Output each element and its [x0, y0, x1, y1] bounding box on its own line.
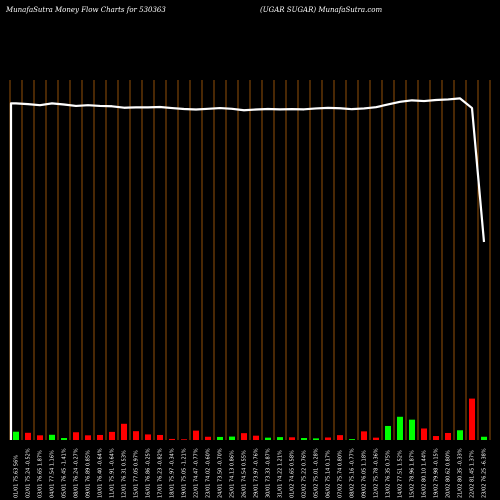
x-tick-label: 11/01 75.91 -0.64%: [110, 448, 116, 498]
x-tick-label: 19/01 75.05 -1.21%: [182, 448, 188, 498]
x-tick-label: 14/02 77.51 1.52%: [398, 450, 404, 498]
flow-bar: [241, 433, 247, 440]
flow-bar: [181, 439, 187, 440]
x-tick-label: 26/01 74.54 0.55%: [242, 450, 248, 498]
flow-bar: [457, 430, 463, 440]
x-axis-ticks: 01/01 75.63 56% 02/01 75.24 -0.52% 03/01 7…: [14, 448, 488, 498]
x-tick-label: 09/02 76.05 1.18%: [362, 450, 368, 498]
flow-bar: [37, 435, 43, 440]
flow-bar: [349, 439, 355, 440]
x-tick-label: 16/01 76.86 -0.25%: [146, 448, 152, 498]
flow-bar: [133, 431, 139, 440]
flow-bar: [421, 428, 427, 440]
price-line: [9, 97, 486, 440]
flow-bar: [265, 437, 271, 440]
bars: [13, 398, 487, 440]
flow-bar: [445, 432, 451, 440]
x-tick-label: 05/02 75.01 -0.28%: [314, 448, 320, 498]
x-tick-label: 15/01 77.05 0.97%: [134, 450, 140, 498]
flow-bar: [109, 431, 115, 440]
chart-title: MunafaSutra Money Flow Charts for 530363: [6, 6, 166, 14]
flow-bar: [25, 432, 31, 440]
x-tick-label: 03/01 76.65 1.87%: [38, 450, 44, 498]
flow-bar: [169, 438, 175, 440]
chart-subtitle: (UGAR SUGAR) MunafaSutra.com: [260, 6, 383, 14]
x-tick-label: 19/02 79.98 -0.15%: [434, 448, 440, 498]
flow-bar: [97, 434, 103, 440]
x-tick-label: 08/02 75.16 -0.77%: [350, 448, 356, 498]
x-tick-label: 25/01 74.13 0.86%: [230, 450, 236, 498]
flow-bar: [409, 419, 415, 440]
flow-bar: [289, 437, 295, 440]
flow-bar: [361, 431, 367, 440]
flow-bar: [301, 438, 307, 440]
flow-bar: [313, 438, 319, 440]
flow-bar: [61, 438, 67, 440]
x-tick-label: 12/01 76.31 0.53%: [122, 450, 128, 498]
x-tick-label: 15/02 78.96 1.87%: [410, 450, 416, 498]
x-tick-label: 02/02 75.22 0.76%: [302, 450, 308, 498]
x-tick-label: 17/01 76.23 -0.82%: [158, 448, 164, 498]
gridlines: [9, 80, 491, 440]
flow-bar: [253, 435, 259, 440]
x-tick-label: 02/01 75.24 -0.52%: [26, 448, 32, 498]
flow-bar: [229, 436, 235, 440]
x-tick-label: 18/01 75.97 -0.34%: [170, 448, 176, 498]
flow-bar: [469, 398, 475, 440]
flow-bar: [337, 435, 343, 440]
flow-bar: [13, 431, 19, 440]
flow-bar: [73, 432, 79, 440]
x-tick-label: 01/01 75.63 56%: [14, 455, 20, 498]
flow-bar: [121, 423, 127, 440]
x-tick-label: 13/02 76.35 0.75%: [386, 450, 392, 498]
x-tick-label: 30/01 73.33 -0.87%: [266, 448, 272, 498]
x-tick-label: 04/01 77.54 1.16%: [50, 450, 56, 498]
flow-bar: [277, 437, 283, 440]
x-tick-label: 16/02 80.10 1.44%: [422, 450, 428, 498]
x-tick-label: 29/01 73.97 -0.76%: [254, 448, 260, 498]
x-tick-label: 31/01 74.22 1.21%: [278, 450, 284, 498]
x-tick-label: 05/01 76.45 -1.41%: [62, 448, 68, 498]
flow-bar: [217, 436, 223, 440]
x-tick-label: 20/02 80.62 0.80%: [446, 450, 452, 498]
flow-bar: [397, 416, 403, 440]
flow-bar: [481, 436, 487, 440]
x-tick-label: 21/02 80.35 -0.33%: [458, 448, 464, 498]
x-tick-label: 01/02 74.65 0.58%: [290, 450, 296, 498]
x-tick-label: 06/02 75.14 0.17%: [326, 450, 332, 498]
flow-bar: [325, 437, 331, 440]
flow-bar: [433, 436, 439, 440]
x-tick-label: 22/01 74.47 -0.77%: [194, 448, 200, 498]
flow-bar: [373, 437, 379, 440]
flow-bar: [49, 434, 55, 440]
flow-bar: [193, 430, 199, 440]
x-tick-label: 08/01 76.24 -0.27%: [74, 448, 80, 498]
x-tick-label: 23/02 76.25 -6.38%: [482, 448, 488, 498]
flow-bar: [145, 434, 151, 440]
x-tick-label: 23/01 74.02 -0.60%: [206, 448, 212, 498]
flow-bar: [157, 434, 163, 440]
x-tick-label: 22/02 81.45 1.37%: [470, 450, 476, 498]
flow-bar: [205, 436, 211, 440]
x-tick-label: 07/02 75.74 0.80%: [338, 450, 344, 498]
x-tick-label: 09/01 76.89 0.85%: [86, 450, 92, 498]
x-tick-label: 24/01 73.50 -0.70%: [218, 448, 224, 498]
x-tick-label: 10/01 76.40 -0.64%: [98, 448, 104, 498]
x-tick-label: 12/02 75.78 -0.36%: [374, 448, 380, 498]
flow-bar: [85, 435, 91, 440]
flow-bar: [385, 425, 391, 440]
